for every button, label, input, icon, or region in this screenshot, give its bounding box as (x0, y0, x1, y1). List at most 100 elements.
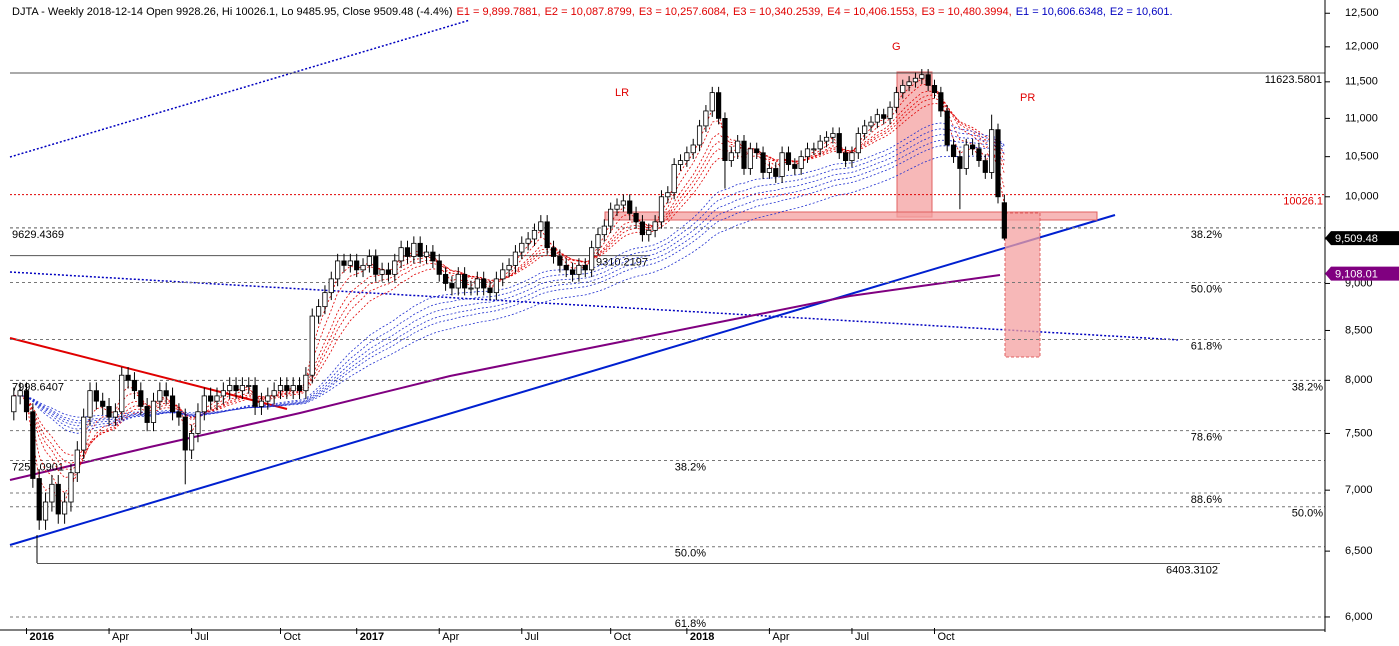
fib-label: 50.0% (675, 548, 706, 560)
candle-body (576, 264, 582, 275)
candle-body (385, 269, 392, 275)
candle-body (817, 140, 823, 150)
candle-body (81, 416, 87, 451)
y-tick-label: 8,000 (1345, 374, 1373, 386)
candle-body (735, 140, 741, 154)
candle-body (976, 148, 982, 161)
candle-body (398, 247, 404, 262)
candle-body (519, 242, 525, 253)
fib-label: 88.6% (1191, 494, 1222, 506)
candle-body (208, 395, 214, 402)
fib-label: 50.0% (1191, 283, 1222, 295)
y-tick-label: 11,000 (1345, 112, 1378, 124)
candle-body (322, 292, 328, 308)
candle-body (531, 229, 538, 240)
y-tick-label: 10,500 (1345, 151, 1379, 163)
candle-body (430, 251, 436, 262)
candle-body (995, 129, 1001, 198)
candle-body (893, 92, 900, 108)
candle-body (963, 144, 969, 169)
y-tick-label: 6,500 (1345, 545, 1373, 557)
candle-body (493, 278, 499, 294)
candle-body (195, 411, 201, 434)
candle-body (627, 200, 633, 214)
level-label: 6403.3102 (1166, 564, 1218, 576)
candle-body (665, 192, 671, 198)
x-tick-label: Oct (614, 631, 631, 643)
x-tick-label: Jul (195, 631, 209, 643)
x-tick-label: Apr (112, 631, 129, 643)
candle-body (595, 234, 601, 249)
candle-body (760, 152, 766, 173)
zone (604, 211, 1098, 221)
candle-body (646, 229, 652, 236)
candle-body (785, 152, 792, 165)
annotation: LR (615, 87, 629, 99)
candle-body (709, 92, 715, 112)
price-tag-label: 9,108.01 (1335, 269, 1378, 281)
candle-body (252, 385, 258, 407)
candle-body (506, 264, 512, 271)
candle-body (950, 144, 957, 158)
fib-label: 50.0% (1292, 508, 1323, 520)
candle-body (315, 306, 322, 317)
candle-body (569, 269, 576, 275)
candle-body (42, 501, 49, 521)
candle-body (436, 260, 442, 275)
candle-body (290, 385, 296, 392)
candle-body (766, 168, 773, 173)
candle-body (525, 238, 531, 244)
candle-body (1001, 202, 1007, 239)
candle-body (214, 395, 220, 402)
candle-body (747, 148, 753, 169)
price-tag (1325, 231, 1399, 246)
candle-body (258, 400, 265, 407)
title-segment: E4 = 10,406.1553, (827, 6, 917, 18)
candle-body (239, 385, 245, 392)
candle-body (671, 164, 677, 194)
candle-body (277, 385, 284, 392)
level-label: 9629.4369 (12, 229, 64, 241)
candle-body (601, 225, 607, 236)
candle-body (512, 251, 519, 266)
chart-title: DJTA - Weekly 2018-12-14 Open 9928.26, H… (12, 6, 1173, 18)
candle-body (138, 390, 144, 407)
candle-body (652, 221, 658, 231)
candle-body (271, 390, 277, 397)
candle-body (284, 385, 290, 392)
candle-body (957, 156, 963, 169)
candle-body (423, 251, 430, 257)
title-segment: E1 = 10,606.6348, (1016, 6, 1106, 18)
candle-body (887, 106, 893, 119)
title-segment: E1 = 9,899.7881, (456, 6, 540, 18)
candle-body (87, 390, 93, 418)
candle-body (176, 411, 182, 418)
candle-body (754, 148, 760, 154)
candle-body (462, 273, 468, 289)
candle-body (544, 221, 550, 249)
candle-body (989, 129, 995, 173)
candle-body (481, 278, 487, 289)
y-tick-label: 7,000 (1345, 484, 1373, 496)
x-tick-label: Oct (283, 631, 300, 643)
candle-body (411, 242, 417, 257)
candle-body (982, 160, 988, 173)
candle-body (11, 395, 17, 413)
candle-body (608, 208, 614, 227)
candle-body (658, 196, 665, 223)
candle-body (804, 148, 811, 158)
candle-body (703, 110, 709, 127)
candle-body (798, 156, 804, 169)
trend-line (9, 337, 288, 410)
candle-body (690, 144, 696, 154)
title-segment: E2 = 10,601. (1110, 6, 1173, 18)
candle-body (233, 385, 239, 392)
candle-body (582, 264, 588, 271)
candle-body (925, 74, 931, 86)
candle-body (131, 379, 138, 392)
candle-body (468, 287, 474, 290)
candle-body (182, 416, 188, 451)
candle-body (906, 81, 912, 86)
x-tick-label: Apr (442, 631, 459, 643)
